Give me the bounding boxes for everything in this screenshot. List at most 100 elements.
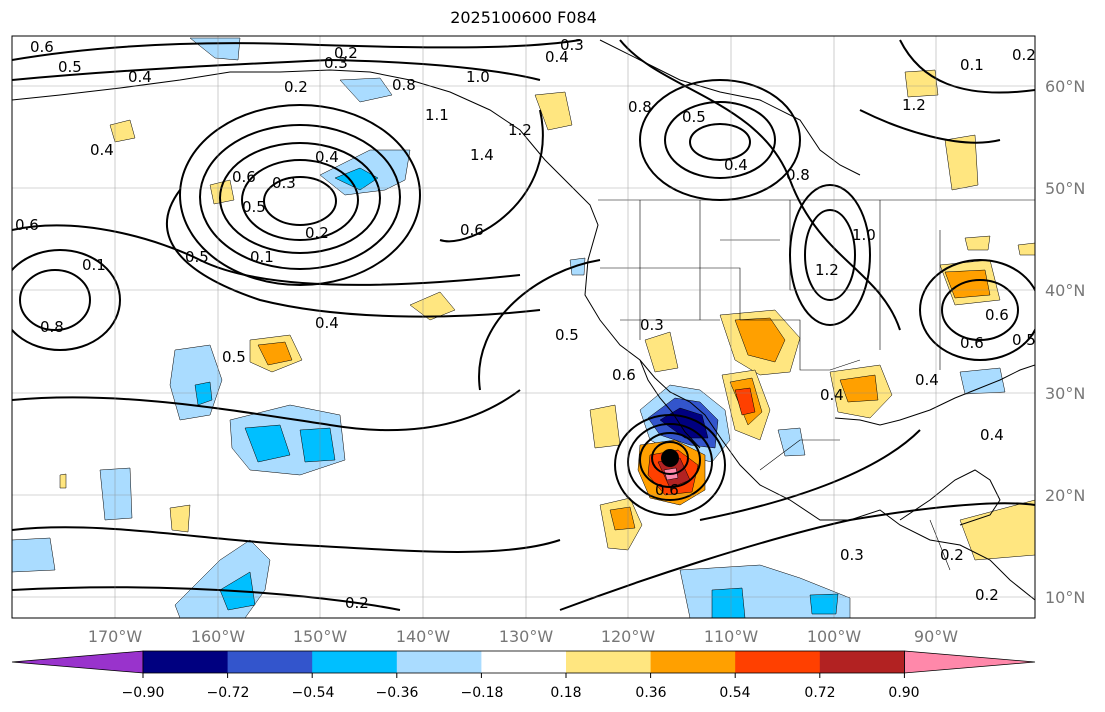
contour-label: 0.6: [15, 216, 39, 234]
contour-label: 0.2: [345, 594, 369, 612]
contour-label: 1.1: [425, 106, 449, 124]
blue-patch: [12, 537, 56, 573]
contour-label: 0.1: [960, 56, 984, 74]
colorbar-label: 0.72: [804, 685, 835, 701]
lon-tick: 110°W: [704, 627, 759, 646]
warm-patch: [257, 341, 293, 366]
lat-tick: 60°N: [1045, 77, 1085, 96]
contour-label: 0.6: [960, 334, 984, 352]
warm-patch: [534, 91, 573, 131]
warm-patch: [964, 235, 991, 251]
coastlines: [12, 39, 1035, 601]
warm-patch: [109, 119, 136, 143]
blue-patch: [244, 424, 291, 463]
contour-label: 0.6: [30, 38, 54, 56]
colorbar-extend-low: [11, 650, 144, 674]
colorbar-label: 0.54: [719, 685, 750, 701]
warm-patch: [644, 331, 679, 373]
contour-label: 0.3: [272, 174, 296, 192]
colorbar-label: −0.54: [292, 685, 335, 701]
contour-label: 0.4: [545, 48, 569, 66]
contour-label: 0.6: [612, 366, 636, 384]
colorbar-segment: [735, 651, 821, 673]
contour-label: 0.3: [560, 36, 584, 54]
contour-label: 0.4: [315, 314, 339, 332]
colorbar-label: −0.90: [122, 685, 165, 701]
colorbar-labels: −0.90 −0.72 −0.54 −0.36 −0.18 0.18 0.36 …: [122, 685, 920, 701]
lon-tick: 100°W: [807, 627, 862, 646]
contour-label: 0.1: [250, 248, 274, 266]
warm-patch: [959, 499, 1035, 561]
colorbar-segment: [481, 651, 567, 673]
contour-label: 0.4: [128, 68, 152, 86]
contour-label: 1.2: [508, 121, 532, 139]
lon-tick: 130°W: [499, 627, 554, 646]
colorbar-segment: [227, 651, 313, 673]
colorbar-segment: [819, 651, 905, 673]
lon-tick: 90°W: [914, 627, 958, 646]
contour-label: 0.2: [334, 44, 358, 62]
blue-patch: [809, 593, 839, 615]
lat-tick: 10°N: [1045, 588, 1085, 607]
warm-patch: [609, 506, 636, 531]
contour-label: 0.5: [222, 348, 246, 366]
lat-tick: 50°N: [1045, 179, 1085, 198]
contour-label: 0.6: [460, 221, 484, 239]
blue-patch: [959, 367, 1006, 395]
colorbar-segment: [143, 651, 229, 673]
colorbar-label: −0.18: [461, 685, 504, 701]
lon-tick: 170°W: [88, 627, 143, 646]
contour-label: 0.4: [980, 426, 1004, 444]
blue-patch: [339, 77, 393, 103]
colorbar-border: [142, 650, 905, 674]
contour-label: 0.5: [1012, 331, 1036, 349]
warm-patch: [1017, 242, 1035, 256]
contour-label: 1.4: [470, 146, 494, 164]
warm-patch: [409, 291, 456, 321]
contour-label: 0.4: [820, 386, 844, 404]
contour-label: 0.5: [58, 58, 82, 76]
contour-label: 0.3: [324, 54, 348, 72]
lat-tick: 30°N: [1045, 384, 1085, 403]
contour-label: 0.5: [185, 248, 209, 266]
lon-tick: 150°W: [293, 627, 348, 646]
contour-label: 0.8: [40, 318, 64, 336]
lon-tick: 140°W: [396, 627, 451, 646]
colorbar-label: −0.36: [376, 685, 419, 701]
contour-label: 0.1: [82, 256, 106, 274]
lon-tick-labels: 170°W 160°W 150°W 140°W 130°W 120°W 110°…: [88, 627, 958, 646]
lon-tick: 160°W: [191, 627, 246, 646]
contour-label: 1.0: [852, 226, 876, 244]
warm-patch: [904, 69, 939, 98]
contour-label: 0.8: [786, 166, 810, 184]
colorbar-segment: [566, 651, 652, 673]
colorbar-segment: [650, 651, 736, 673]
blue-patch: [194, 381, 213, 406]
colorbar-label: 0.18: [550, 685, 581, 701]
blue-patch: [299, 427, 336, 463]
contour-label: 0.2: [284, 78, 308, 96]
contour-label: 0.4: [724, 156, 748, 174]
contour-label: 0.2: [305, 224, 329, 242]
contour-label: 0.6: [985, 306, 1009, 324]
warm-patch: [169, 504, 191, 533]
contour-label: 0.6: [232, 168, 256, 186]
colorbar-segment: [312, 651, 398, 673]
contour-label: 1.0: [466, 68, 490, 86]
storm-center-marker: [661, 449, 679, 467]
contour-label: 0.6: [655, 481, 679, 499]
colorbar-extend-high: [904, 650, 1036, 674]
contour-label: 0.2: [1012, 46, 1036, 64]
warm-patch: [59, 473, 67, 489]
contour-labels: 0.6 0.5 0.4 0.2 0.3 0.3 0.4 0.2 0.8 1.0 …: [15, 36, 1036, 612]
contour-label: 1.2: [902, 96, 926, 114]
colorbar-segment: [396, 651, 482, 673]
lat-tick: 40°N: [1045, 281, 1085, 300]
contour-label: 1.2: [815, 261, 839, 279]
contour-label: 0.2: [975, 586, 999, 604]
lat-tick-labels: 60°N 50°N 40°N 30°N 20°N 10°N: [1045, 77, 1085, 607]
colorbar: [11, 650, 1036, 678]
colorbar-label: 0.36: [635, 685, 666, 701]
contour-label: 0.3: [640, 316, 664, 334]
